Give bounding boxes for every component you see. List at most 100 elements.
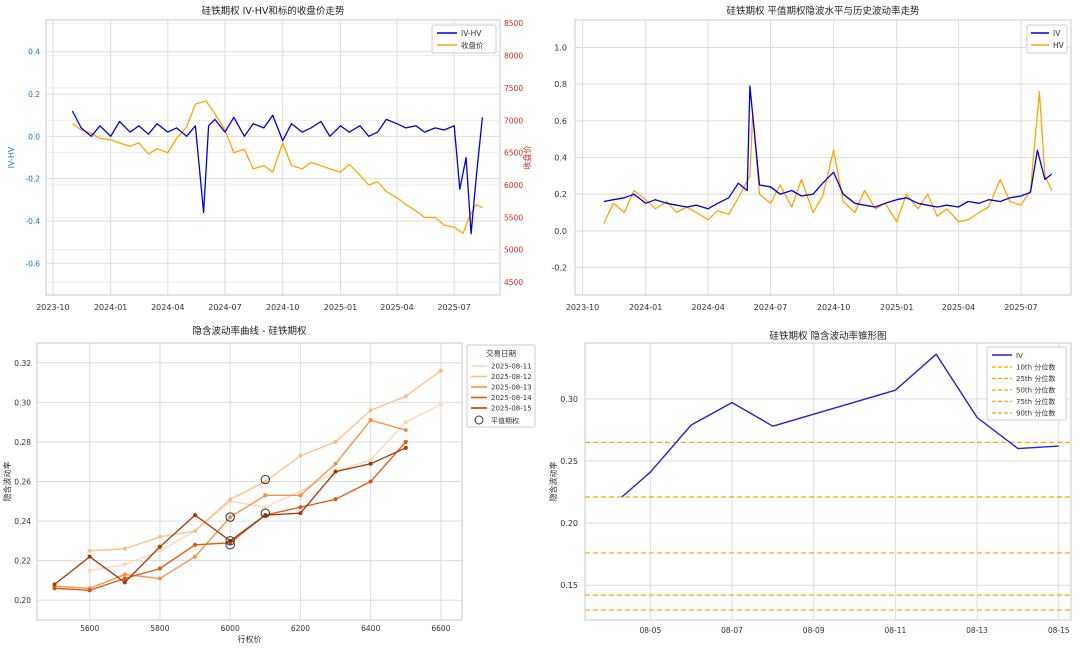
smile-point (263, 505, 268, 510)
x-tick-label: 6200 (291, 624, 310, 633)
smile-point (298, 511, 303, 516)
y-tick-label: 0.4 (554, 154, 567, 163)
x-tick-label: 2025-01 (324, 303, 357, 312)
x-tick-label: 2024-01 (629, 303, 662, 312)
x-tick-label: 2023-10 (566, 303, 599, 312)
y-tick-label: -0.6 (25, 259, 40, 268)
y-axis-label: 隐含波动率 (548, 462, 558, 502)
y-right-axis-label: 收盘价 (522, 146, 532, 170)
y-right-tick-label: 7000 (504, 116, 523, 125)
smile-point (438, 368, 443, 373)
smile-point (298, 489, 303, 494)
y-right-tick-label: 5500 (504, 213, 523, 222)
x-tick-label: 2023-10 (36, 303, 69, 312)
smile-point (368, 457, 373, 462)
x-tick-label: 2024-07 (754, 303, 787, 312)
y-right-tick-label: 6000 (504, 181, 523, 190)
x-tick-label: 2024-07 (208, 303, 241, 312)
chart-iv-cone: 08-05 08-07 08-09 08-11 08-13 08-15 0.30 0.25 0.… (548, 330, 1072, 635)
legend-label-percentile: 50th 分位数 (1016, 386, 1055, 395)
atm-marker (225, 512, 235, 522)
y-axis-label: IV-HV (7, 146, 16, 168)
y-tick-label: 0.0 (554, 227, 567, 236)
series-line-iv-hv (71, 110, 484, 235)
y-tick-label: 0.2 (28, 90, 40, 99)
chart-iv-vs-hv: 2023-10 2024-01 2024-04 2024-07 2024-10 2025-… (551, 5, 1072, 312)
y-tick-label: 0.32 (14, 359, 31, 368)
smile-point (263, 513, 268, 518)
smile-point (122, 572, 127, 577)
smile-point (403, 439, 408, 444)
y-tick-label: 0.28 (14, 438, 31, 447)
smile-point (122, 576, 127, 581)
atm-marker (225, 536, 235, 546)
smile-point (263, 493, 268, 498)
smile-point (157, 534, 162, 539)
smile-point (403, 420, 408, 425)
y-tick-label: -0.2 (551, 264, 567, 273)
smile-point (403, 394, 408, 399)
smile-point (52, 582, 57, 587)
legend-label-iv: IV (1053, 29, 1061, 38)
smile-point (228, 497, 233, 502)
x-tick-label: 5800 (150, 624, 169, 633)
smile-point (122, 580, 127, 585)
legend-label: 2025-08-11 (491, 363, 532, 371)
legend-label-iv: IV (1016, 352, 1023, 360)
legend-label-hv: HV (1053, 41, 1065, 50)
y-tick-label: 0.24 (14, 517, 31, 526)
y-tick-label: 0.26 (14, 478, 31, 487)
y-right-tick-label: 4500 (504, 278, 523, 287)
legend-label: 2025-08-13 (491, 384, 532, 392)
legend-label-percentile: 75th 分位数 (1016, 397, 1055, 406)
smile-point (333, 469, 338, 474)
legend: 交易日期 2025-08-11 2025-08-12 2025-08-13 2025-0… (466, 344, 536, 428)
legend-label-percentile: 90th 分位数 (1016, 409, 1055, 418)
smile-point (87, 554, 92, 559)
y-tick-label: 0.20 (560, 519, 578, 528)
y-tick-label: 0.15 (560, 581, 578, 590)
smile-point (438, 402, 443, 407)
series-line-hv (603, 90, 1053, 224)
y-tick-label: 0.2 (554, 190, 567, 199)
smile-point (263, 479, 268, 484)
x-tick-label: 08-13 (966, 626, 988, 635)
y-tick-label: -0.2 (25, 175, 40, 184)
smile-point (122, 562, 127, 567)
x-tick-label: 2024-10 (266, 303, 299, 312)
smile-point (157, 544, 162, 549)
x-tick-label: 08-05 (639, 626, 661, 635)
x-tick-label: 08-07 (721, 626, 743, 635)
series-line-iv (603, 85, 1053, 210)
smile-point (87, 548, 92, 553)
legend-swatch-atm (474, 415, 484, 425)
x-tick-label: 5600 (80, 624, 99, 633)
legend-label-atm: 平值期权 (491, 416, 519, 425)
y-tick-label: 0.25 (560, 457, 578, 466)
y-right-tick-label: 8500 (504, 19, 523, 28)
x-tick-label: 6000 (221, 624, 240, 633)
series-line-price (72, 100, 483, 235)
smile-point (333, 497, 338, 502)
iv-cone-line (621, 353, 1059, 498)
y-tick-label: 0.4 (28, 48, 40, 57)
smile-point (298, 493, 303, 498)
smile-point (87, 588, 92, 593)
x-tick-label: 6400 (361, 624, 380, 633)
smile-point (87, 568, 92, 573)
x-tick-label: 08-15 (1048, 626, 1070, 635)
legend-label: 2025-08-14 (491, 394, 532, 402)
y-axis-label: 隐含波动率 (2, 462, 12, 502)
x-tick-label: 2024-04 (151, 303, 184, 312)
chart-iv-hv-price: 2023-10 2024-01 2024-04 2024-07 2024-10 2025-… (7, 5, 532, 312)
x-tick-label: 6600 (431, 624, 450, 633)
x-tick-label: 2024-04 (691, 303, 724, 312)
smile-point (228, 515, 233, 520)
smile-point (298, 505, 303, 510)
chart-iv-smile: 5600 5800 6000 6200 6400 6600 0.32 0.30 0.28 0.26… (2, 325, 536, 644)
smile-point (368, 418, 373, 423)
y-tick-label: 1.0 (554, 44, 567, 53)
smile-point (157, 566, 162, 571)
y-right-tick-label: 8000 (504, 52, 523, 61)
x-tick-label: 2025-07 (437, 303, 470, 312)
